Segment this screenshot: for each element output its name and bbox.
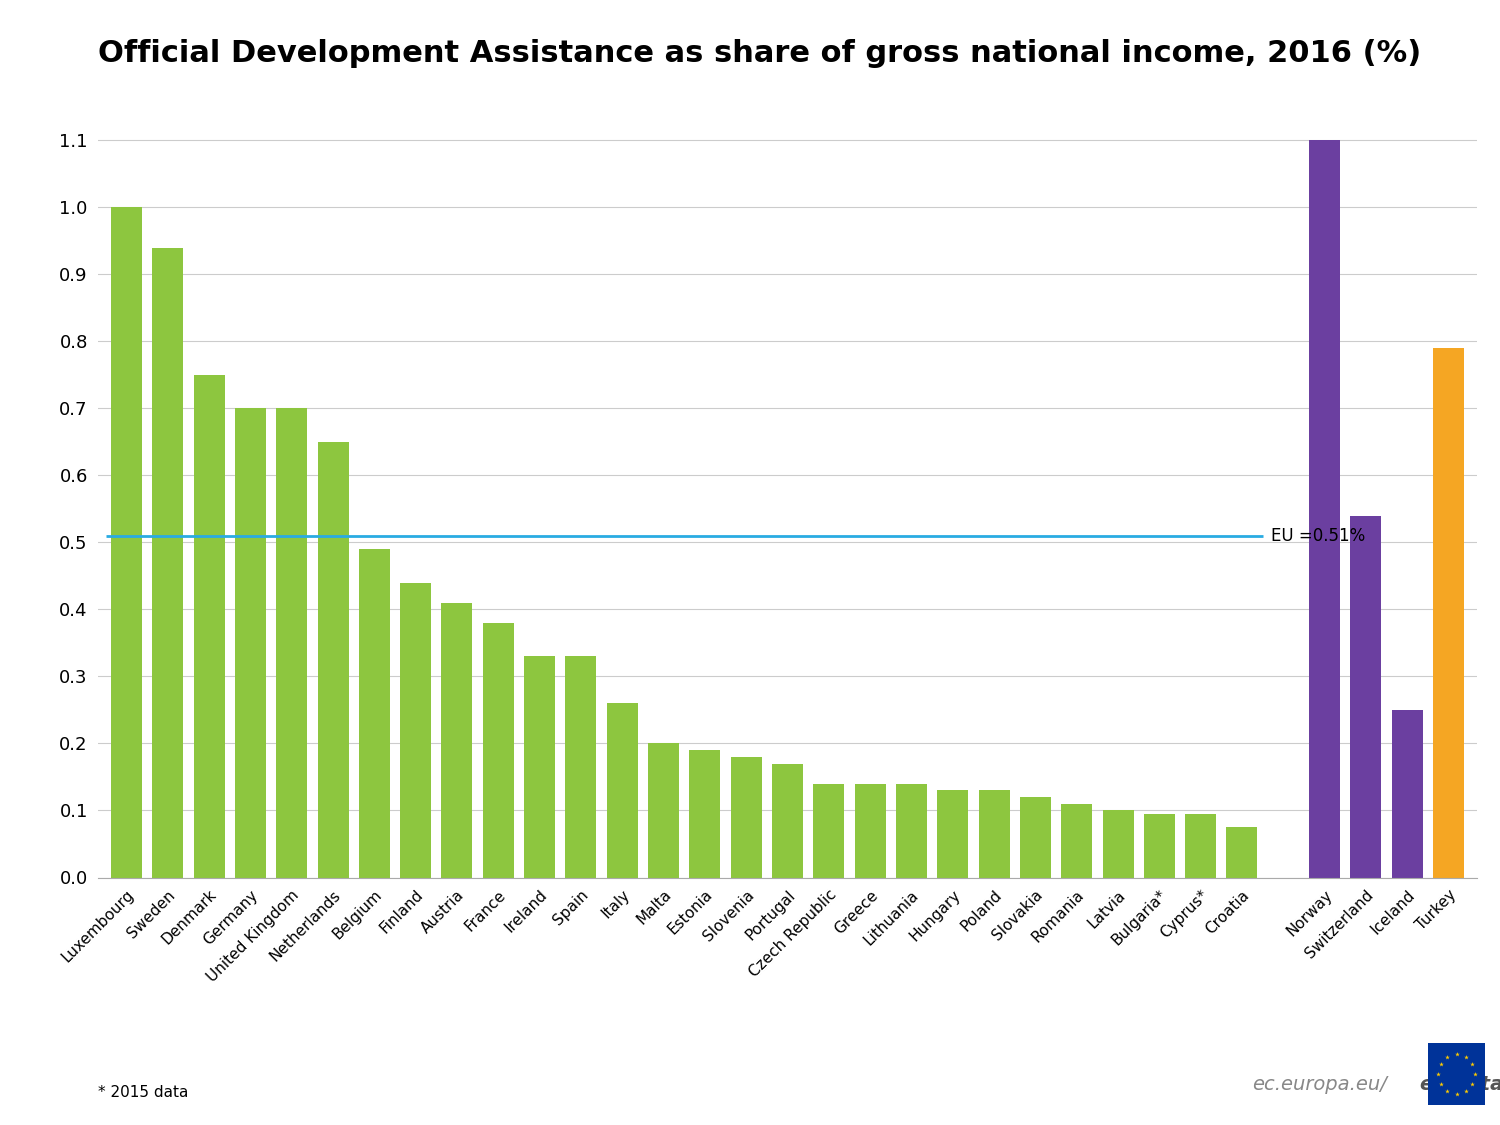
Bar [938,791,969,878]
Bar [1020,798,1052,878]
Bar [813,784,844,878]
Bar [855,784,885,878]
Bar [690,750,720,878]
Bar [1102,810,1134,878]
Bar [648,744,680,878]
Bar [358,549,390,878]
Bar [441,603,472,878]
Bar [730,757,762,878]
Bar [1144,813,1174,878]
Bar [483,623,514,878]
Bar [1227,827,1257,878]
Bar [318,442,348,878]
Bar [772,764,802,878]
Bar [524,656,555,878]
Bar [236,408,266,878]
Bar [1185,813,1216,878]
Bar [1432,348,1464,878]
Text: * 2015 data: * 2015 data [98,1086,188,1100]
Bar [606,703,638,878]
Text: Official Development Assistance as share of gross national income, 2016 (%): Official Development Assistance as share… [98,39,1420,69]
Bar [1350,515,1382,878]
Bar [1060,803,1092,878]
Text: EU =0.51%: EU =0.51% [1270,526,1365,544]
Bar [194,375,225,878]
Bar [111,207,142,878]
Bar [566,656,597,878]
Text: ec.europa.eu/: ec.europa.eu/ [1252,1074,1388,1094]
Bar [400,583,430,878]
Bar [1392,710,1423,878]
Bar [896,784,927,878]
Bar [276,408,308,878]
Bar [152,248,183,878]
Bar [978,791,1010,878]
Bar [1310,141,1340,878]
Text: eurostat: eurostat [1419,1074,1500,1094]
